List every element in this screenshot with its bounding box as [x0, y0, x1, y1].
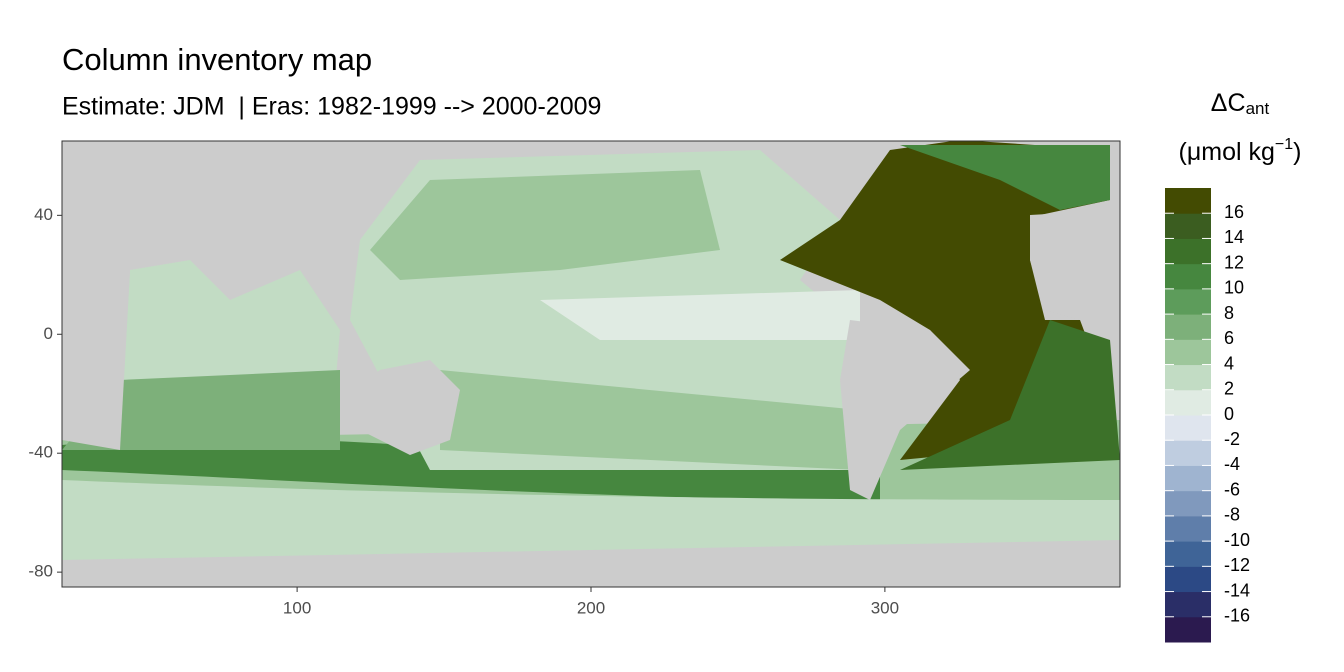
- colorbar-label: 0: [1224, 404, 1234, 424]
- ocean-region: [900, 320, 1120, 470]
- colorbar-bin: [1165, 465, 1211, 492]
- colorbar-label: 16: [1224, 202, 1244, 222]
- colorbar-label: 10: [1224, 278, 1244, 298]
- legend-title: ΔCant: [1211, 89, 1270, 119]
- colorbar-label: -16: [1224, 606, 1250, 626]
- legend-title-sub: ant: [1246, 99, 1270, 118]
- colorbar-bin: [1165, 238, 1211, 265]
- legend-unit-close: ): [1293, 138, 1301, 166]
- chart-title: Column inventory map: [62, 42, 372, 77]
- x-tick-label: 100: [283, 598, 311, 617]
- colorbar-bin: [1165, 515, 1211, 542]
- colorbar-label: -6: [1224, 479, 1240, 499]
- land-mass: [340, 360, 460, 455]
- legend-unit: (μmol kg−1): [1179, 136, 1302, 165]
- land-mass: [1030, 210, 1120, 320]
- y-tick-label: -80: [28, 562, 53, 581]
- colorbar-label: 8: [1224, 303, 1234, 323]
- colorbar-bin: [1165, 364, 1211, 391]
- ocean-field: [62, 141, 1120, 587]
- colorbar-bin: [1165, 415, 1211, 441]
- ocean-region: [62, 370, 340, 450]
- ocean-region: [900, 145, 1110, 210]
- colorbar-bin: [1165, 188, 1211, 214]
- ocean-region: [370, 170, 720, 280]
- legend-title-main: ΔC: [1211, 89, 1246, 117]
- y-tick-label: 0: [44, 324, 53, 343]
- colorbar-label: -8: [1224, 505, 1240, 525]
- colorbar-bin: [1165, 288, 1211, 315]
- ocean-region: [62, 480, 1120, 560]
- legend-unit-sup: −1: [1275, 136, 1293, 153]
- colorbar-bin: [1165, 339, 1211, 366]
- colorbar-bin: [1165, 213, 1211, 239]
- x-tick-label: 300: [871, 598, 899, 617]
- x-tick-label: 200: [577, 598, 605, 617]
- colorbar-label: 4: [1224, 353, 1234, 373]
- y-tick-label: -40: [28, 443, 53, 462]
- colorbar-label: -4: [1224, 454, 1240, 474]
- colorbar-bin: [1165, 440, 1211, 466]
- colorbar-bin: [1165, 490, 1211, 517]
- ocean-region: [540, 290, 860, 340]
- colorbar-label: 6: [1224, 328, 1234, 348]
- legend-unit-text: (μmol kg: [1179, 138, 1275, 166]
- colorbar-bin: [1165, 541, 1211, 567]
- colorbar-label: 14: [1224, 227, 1244, 247]
- plot-frame: [61, 140, 1121, 588]
- colorbar-bin: [1165, 566, 1211, 593]
- colorbar-bin: [1165, 314, 1211, 340]
- colorbar-label: -2: [1224, 429, 1240, 449]
- land-mass: [840, 320, 970, 500]
- colorbar-label: 2: [1224, 379, 1234, 399]
- land-mass: [62, 540, 1120, 587]
- colorbar-bin: [1165, 389, 1211, 416]
- ocean-region: [440, 370, 860, 470]
- colorbar-label: 12: [1224, 252, 1244, 272]
- colorbar-bin: [1165, 263, 1211, 290]
- colorbar-bin: [1165, 591, 1211, 618]
- chart-subtitle: Estimate: JDM | Eras: 1982-1999 --> 2000…: [62, 93, 601, 121]
- colorbar-label: -14: [1224, 580, 1250, 600]
- y-tick-label: 40: [34, 205, 53, 224]
- land-mass: [62, 141, 130, 450]
- colorbar-bin: [1165, 616, 1211, 643]
- colorbar-label: -12: [1224, 555, 1250, 575]
- colorbar-label: -10: [1224, 530, 1250, 550]
